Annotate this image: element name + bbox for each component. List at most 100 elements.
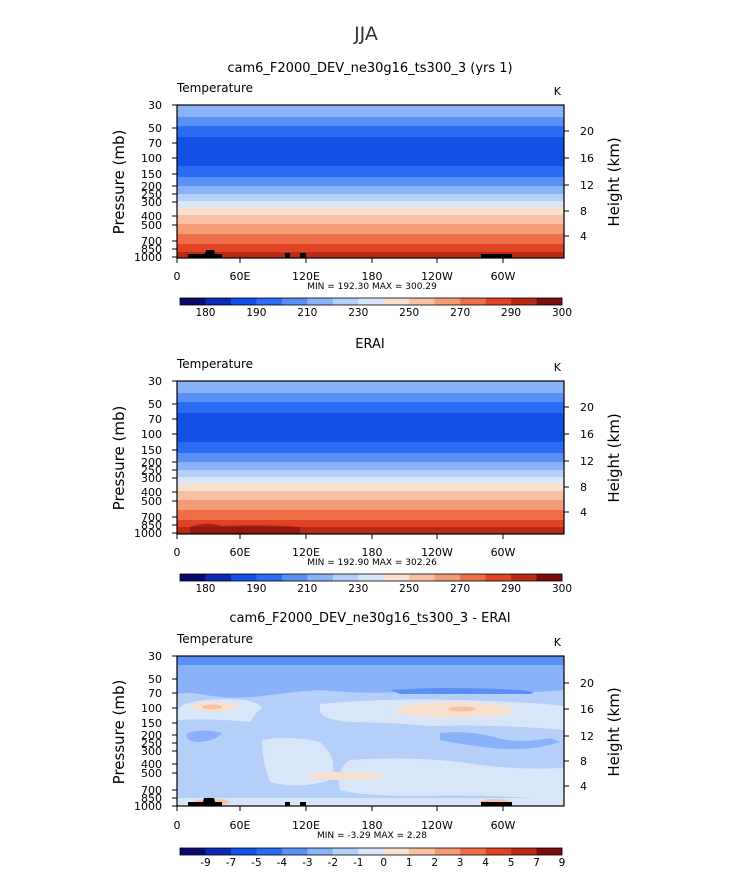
pressure-tick-label: 1000 xyxy=(134,527,162,540)
panel-1-ylabel: Pressure (mb) xyxy=(110,130,128,235)
height-tick-label: 20 xyxy=(580,677,594,690)
lon-tick-label: 60W xyxy=(491,270,516,283)
pressure-tick-label: 200 xyxy=(141,456,162,469)
colorbar-swatch xyxy=(332,298,359,305)
colorbar-swatch xyxy=(383,574,410,581)
panel-2-y2label: Height (km) xyxy=(605,413,623,502)
pressure-tick-label: 500 xyxy=(141,767,162,780)
height-tick-label: 16 xyxy=(580,703,594,716)
panel-3-lon-axis: 0 60E 120E 180 120W 60W xyxy=(174,806,516,832)
colorbar-tick-label: 3 xyxy=(457,857,464,869)
colorbar-tick-label: -9 xyxy=(200,857,210,869)
colorbar-tick-label: 270 xyxy=(450,583,470,595)
panel-2-title: ERAI xyxy=(355,337,384,352)
panel-2-band xyxy=(177,442,564,453)
colorbar-swatch xyxy=(511,298,537,305)
colorbar-tick-label: 180 xyxy=(195,307,215,319)
height-tick-label: 12 xyxy=(580,455,594,468)
panel-3-units: K xyxy=(554,636,562,649)
panel-2-band xyxy=(177,510,564,520)
pressure-tick-label: 100 xyxy=(141,428,162,441)
colorbar-swatch xyxy=(180,848,206,855)
colorbar-swatch xyxy=(256,298,283,305)
panel-3-field xyxy=(177,656,564,806)
panel-1-band xyxy=(177,207,564,215)
colorbar-swatch xyxy=(485,848,512,855)
height-tick-label: 16 xyxy=(580,428,594,441)
lon-tick-label: 60E xyxy=(230,819,251,832)
lon-tick-label: 60E xyxy=(230,270,251,283)
panel-2-height-axis: 20 16 12 8 4 xyxy=(564,401,594,519)
lon-tick-label: 60W xyxy=(491,819,516,832)
colorbar-swatch xyxy=(511,848,537,855)
pressure-tick-label: 70 xyxy=(148,687,162,700)
colorbar-swatch xyxy=(281,298,308,305)
panel-1-band xyxy=(177,105,564,117)
colorbar-tick-label: 9 xyxy=(559,857,566,869)
colorbar-swatch xyxy=(358,574,385,581)
panel-1-pressure-axis: 30 50 70 100 150 200 250 300 400 500 700… xyxy=(134,99,177,264)
pressure-tick-label: 300 xyxy=(141,745,162,758)
colorbar-tick-label: -4 xyxy=(277,857,288,869)
panel-2-lon-axis: 0 60E 120E 180 120W 60W xyxy=(174,534,516,559)
lon-tick-label: 120E xyxy=(292,546,320,559)
panel-1-units: K xyxy=(554,85,562,98)
colorbar-swatch xyxy=(409,298,435,305)
lon-tick-label: 0 xyxy=(174,546,181,559)
panel-2-pressure-axis: 30 50 70 100 150 200 250 300 400 500 700… xyxy=(134,375,177,540)
colorbar-swatch xyxy=(383,298,410,305)
pressure-tick-label: 70 xyxy=(148,137,162,150)
colorbar-swatch xyxy=(536,574,563,581)
panel-3-contour xyxy=(338,758,564,800)
panel-3-band xyxy=(177,656,564,665)
panel-1-title: cam6_F2000_DEV_ne30g16_ts300_3 (yrs 1) xyxy=(227,61,512,76)
pressure-tick-label: 50 xyxy=(148,673,162,686)
colorbar-tick-label: 290 xyxy=(501,583,521,595)
height-tick-label: 12 xyxy=(580,179,594,192)
colorbar-swatch xyxy=(307,848,334,855)
lon-tick-label: 0 xyxy=(174,270,181,283)
colorbar-swatch xyxy=(205,574,232,581)
colorbar-swatch xyxy=(434,574,461,581)
pressure-tick-label: 500 xyxy=(141,495,162,508)
colorbar-swatch xyxy=(460,574,486,581)
lon-tick-label: 120W xyxy=(421,546,453,559)
panel-3-contour xyxy=(186,730,222,742)
lon-tick-label: 180 xyxy=(362,819,383,832)
panel-2-minmax: MIN = 192.90 MAX = 302.26 xyxy=(307,558,437,568)
colorbar-tick-label: 7 xyxy=(533,857,540,869)
panel-2-band xyxy=(177,527,564,534)
panel-3-topography xyxy=(188,798,512,806)
colorbar-swatch xyxy=(230,298,257,305)
panel-3-positive-anomaly xyxy=(305,772,385,780)
colorbar-swatch xyxy=(180,298,206,305)
panel-1-band xyxy=(177,166,564,177)
colorbar-swatch xyxy=(307,298,334,305)
panel-2-ylabel: Pressure (mb) xyxy=(110,406,128,511)
height-tick-label: 8 xyxy=(580,481,587,494)
panel-2-band xyxy=(177,483,564,491)
panel-3-contour xyxy=(440,732,560,750)
panel-3-positive-anomaly xyxy=(202,704,222,710)
pressure-tick-label: 150 xyxy=(141,444,162,457)
colorbar-tick-label: 2 xyxy=(431,857,438,869)
colorbar-swatch xyxy=(460,298,486,305)
pressure-tick-label: 850 xyxy=(141,243,162,256)
panel-2-band xyxy=(177,393,564,402)
colorbar-tick-label: -5 xyxy=(251,857,261,869)
colorbar-tick-label: -1 xyxy=(353,857,363,869)
lon-tick-label: 180 xyxy=(362,546,383,559)
panel-2: ERAI Temperature K 30 50 xyxy=(110,337,623,595)
pressure-tick-label: 150 xyxy=(141,168,162,181)
colorbar-tick-label: -7 xyxy=(226,857,236,869)
panel-2-variable: Temperature xyxy=(176,357,253,371)
panel-2-band xyxy=(177,413,564,442)
colorbar-swatch xyxy=(256,848,283,855)
pressure-tick-label: 30 xyxy=(148,99,162,112)
panel-1-frame xyxy=(176,104,565,259)
lon-tick-label: 120E xyxy=(292,270,320,283)
lon-tick-label: 120W xyxy=(421,270,453,283)
colorbar-swatch xyxy=(485,298,512,305)
pressure-tick-label: 200 xyxy=(141,729,162,742)
